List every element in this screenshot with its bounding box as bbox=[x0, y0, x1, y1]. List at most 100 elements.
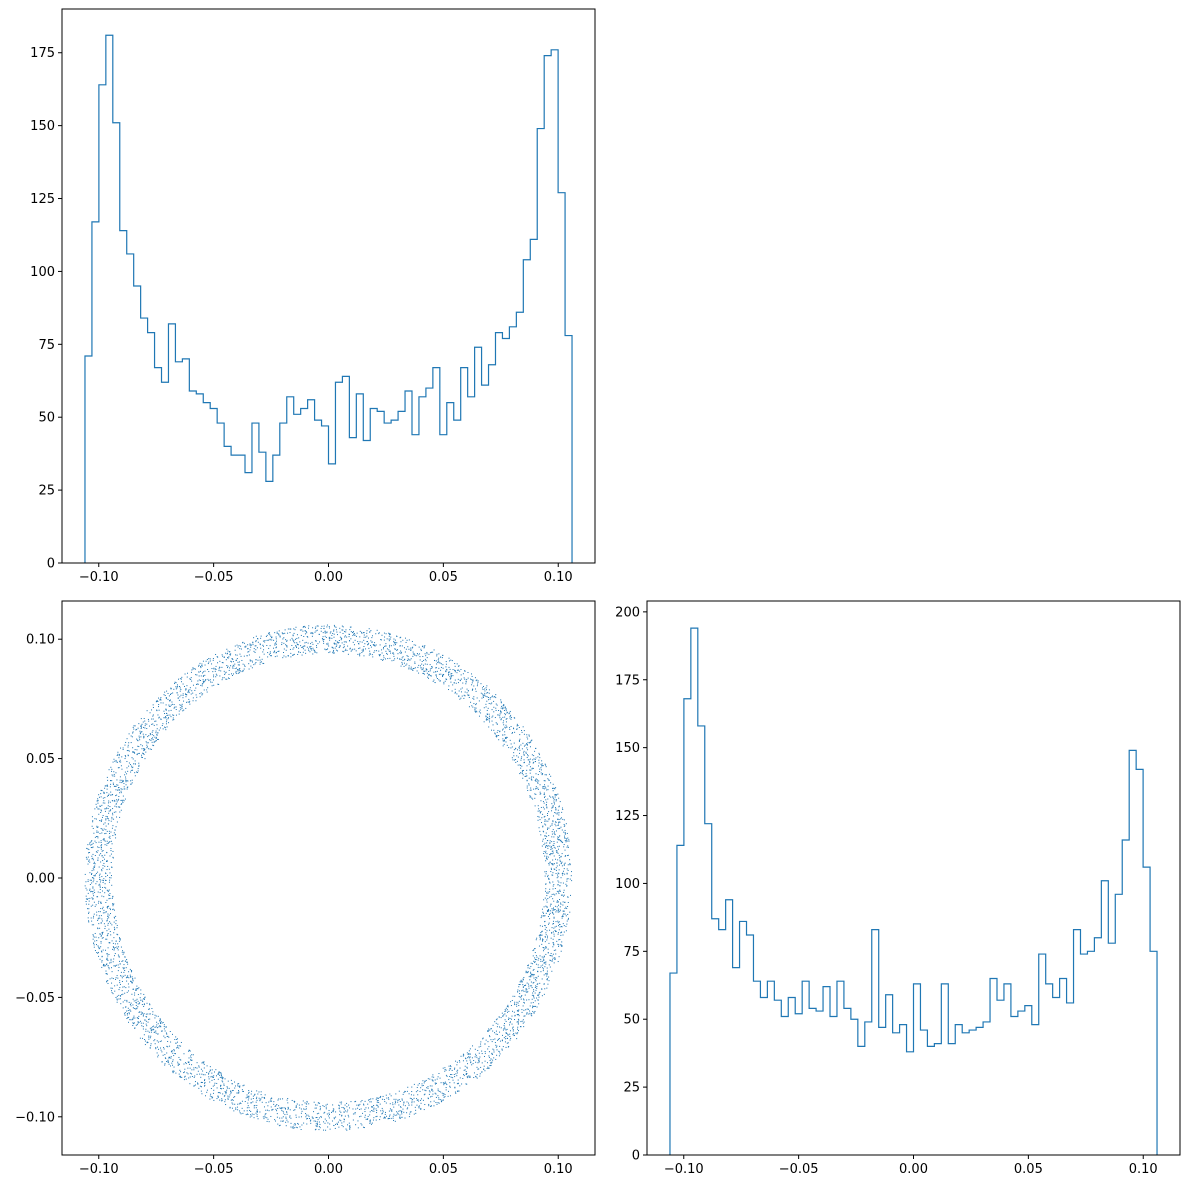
scatter-point bbox=[87, 881, 89, 883]
scatter-point bbox=[133, 752, 135, 754]
scatter-point bbox=[177, 697, 179, 699]
scatter-point bbox=[118, 940, 120, 942]
scatter-point bbox=[458, 665, 460, 667]
scatter-point bbox=[234, 1103, 236, 1105]
scatter-point bbox=[537, 971, 539, 973]
scatter-point bbox=[496, 1018, 498, 1020]
scatter-point bbox=[541, 817, 543, 819]
scatter-point bbox=[204, 1074, 206, 1076]
scatter-point bbox=[495, 722, 497, 724]
scatter-point bbox=[381, 1098, 383, 1100]
scatter-point bbox=[189, 689, 191, 691]
scatter-point bbox=[471, 673, 473, 675]
scatter-point bbox=[239, 667, 241, 669]
scatter-point bbox=[561, 811, 563, 813]
scatter-point bbox=[502, 728, 504, 730]
scatter-point bbox=[151, 731, 153, 733]
scatter-point bbox=[523, 745, 525, 747]
scatter-point bbox=[509, 1024, 510, 1026]
scatter-point bbox=[495, 1022, 497, 1024]
scatter-point bbox=[475, 1061, 477, 1063]
scatter-point bbox=[443, 681, 445, 683]
scatter-point bbox=[567, 846, 569, 848]
scatter-point bbox=[544, 915, 546, 917]
scatter-point bbox=[529, 746, 531, 748]
scatter-point bbox=[472, 680, 474, 682]
scatter-point bbox=[331, 1120, 333, 1122]
scatter-point bbox=[542, 939, 544, 941]
scatter-point bbox=[126, 999, 128, 1001]
scatter-point bbox=[381, 1107, 383, 1109]
scatter-point bbox=[522, 774, 524, 776]
scatter-point bbox=[118, 795, 120, 797]
scatter-point bbox=[502, 708, 504, 710]
scatter-point bbox=[128, 750, 130, 752]
scatter-point bbox=[107, 965, 109, 967]
scatter-point bbox=[159, 727, 161, 729]
scatter-point bbox=[207, 663, 209, 665]
scatter-point bbox=[532, 1006, 534, 1008]
scatter-point bbox=[282, 1120, 284, 1122]
scatter-point bbox=[117, 964, 119, 966]
scatter-point bbox=[143, 726, 145, 728]
scatter-point bbox=[432, 1074, 434, 1076]
scatter-point bbox=[252, 1101, 254, 1103]
scatter-point bbox=[437, 1102, 439, 1104]
scatter-point bbox=[566, 868, 568, 870]
scatter-point bbox=[498, 1016, 500, 1018]
scatter-point bbox=[169, 699, 171, 701]
scatter-point bbox=[221, 666, 223, 668]
scatter-point bbox=[97, 798, 99, 800]
scatter-point bbox=[270, 1098, 272, 1100]
scatter-point bbox=[142, 1014, 144, 1016]
scatter-point bbox=[493, 696, 495, 698]
scatter-point bbox=[532, 762, 534, 764]
scatter-point bbox=[304, 645, 306, 647]
scatter-point bbox=[502, 740, 504, 742]
scatter-point bbox=[105, 872, 107, 874]
scatter-point bbox=[569, 878, 571, 880]
scatter-point bbox=[414, 661, 416, 663]
scatter-point bbox=[544, 795, 546, 797]
scatter-point bbox=[184, 1068, 186, 1070]
scatter-point bbox=[539, 793, 541, 795]
scatter-point bbox=[122, 802, 124, 804]
scatter-point bbox=[550, 960, 552, 962]
scatter-point bbox=[352, 635, 354, 637]
scatter-point bbox=[554, 788, 556, 790]
scatter-point bbox=[285, 644, 287, 646]
scatter-point bbox=[509, 715, 511, 717]
scatter-point bbox=[311, 641, 313, 643]
scatter-point bbox=[513, 1033, 515, 1035]
scatter-point bbox=[123, 952, 125, 954]
scatter-point bbox=[488, 702, 490, 704]
scatter-point bbox=[106, 906, 108, 908]
scatter-point bbox=[263, 663, 265, 665]
scatter-point bbox=[96, 881, 98, 883]
scatter-point bbox=[480, 1045, 482, 1047]
scatter-point bbox=[86, 847, 88, 849]
scatter-point bbox=[475, 690, 477, 692]
scatter-point bbox=[180, 1076, 182, 1078]
scatter-point bbox=[152, 723, 154, 725]
scatter-point bbox=[518, 1013, 520, 1015]
scatter-point bbox=[492, 1048, 494, 1050]
scatter-point bbox=[159, 1047, 161, 1049]
scatter-point bbox=[157, 1054, 159, 1056]
scatter-point bbox=[491, 729, 492, 731]
scatter-point bbox=[561, 807, 563, 809]
scatter-point bbox=[363, 1127, 365, 1129]
scatter-point bbox=[385, 1094, 387, 1096]
scatter-point bbox=[97, 846, 99, 848]
scatter-point bbox=[406, 1101, 408, 1103]
scatter-point bbox=[141, 745, 143, 747]
scatter-point bbox=[306, 1117, 308, 1119]
scatter-point bbox=[186, 1072, 188, 1074]
scatter-point bbox=[504, 726, 506, 728]
scatter-point bbox=[523, 1021, 525, 1023]
scatter-point bbox=[445, 1089, 447, 1091]
scatter-point bbox=[405, 641, 407, 643]
scatter-point bbox=[146, 1025, 148, 1027]
scatter-point bbox=[544, 988, 546, 990]
scatter-point bbox=[202, 660, 204, 662]
